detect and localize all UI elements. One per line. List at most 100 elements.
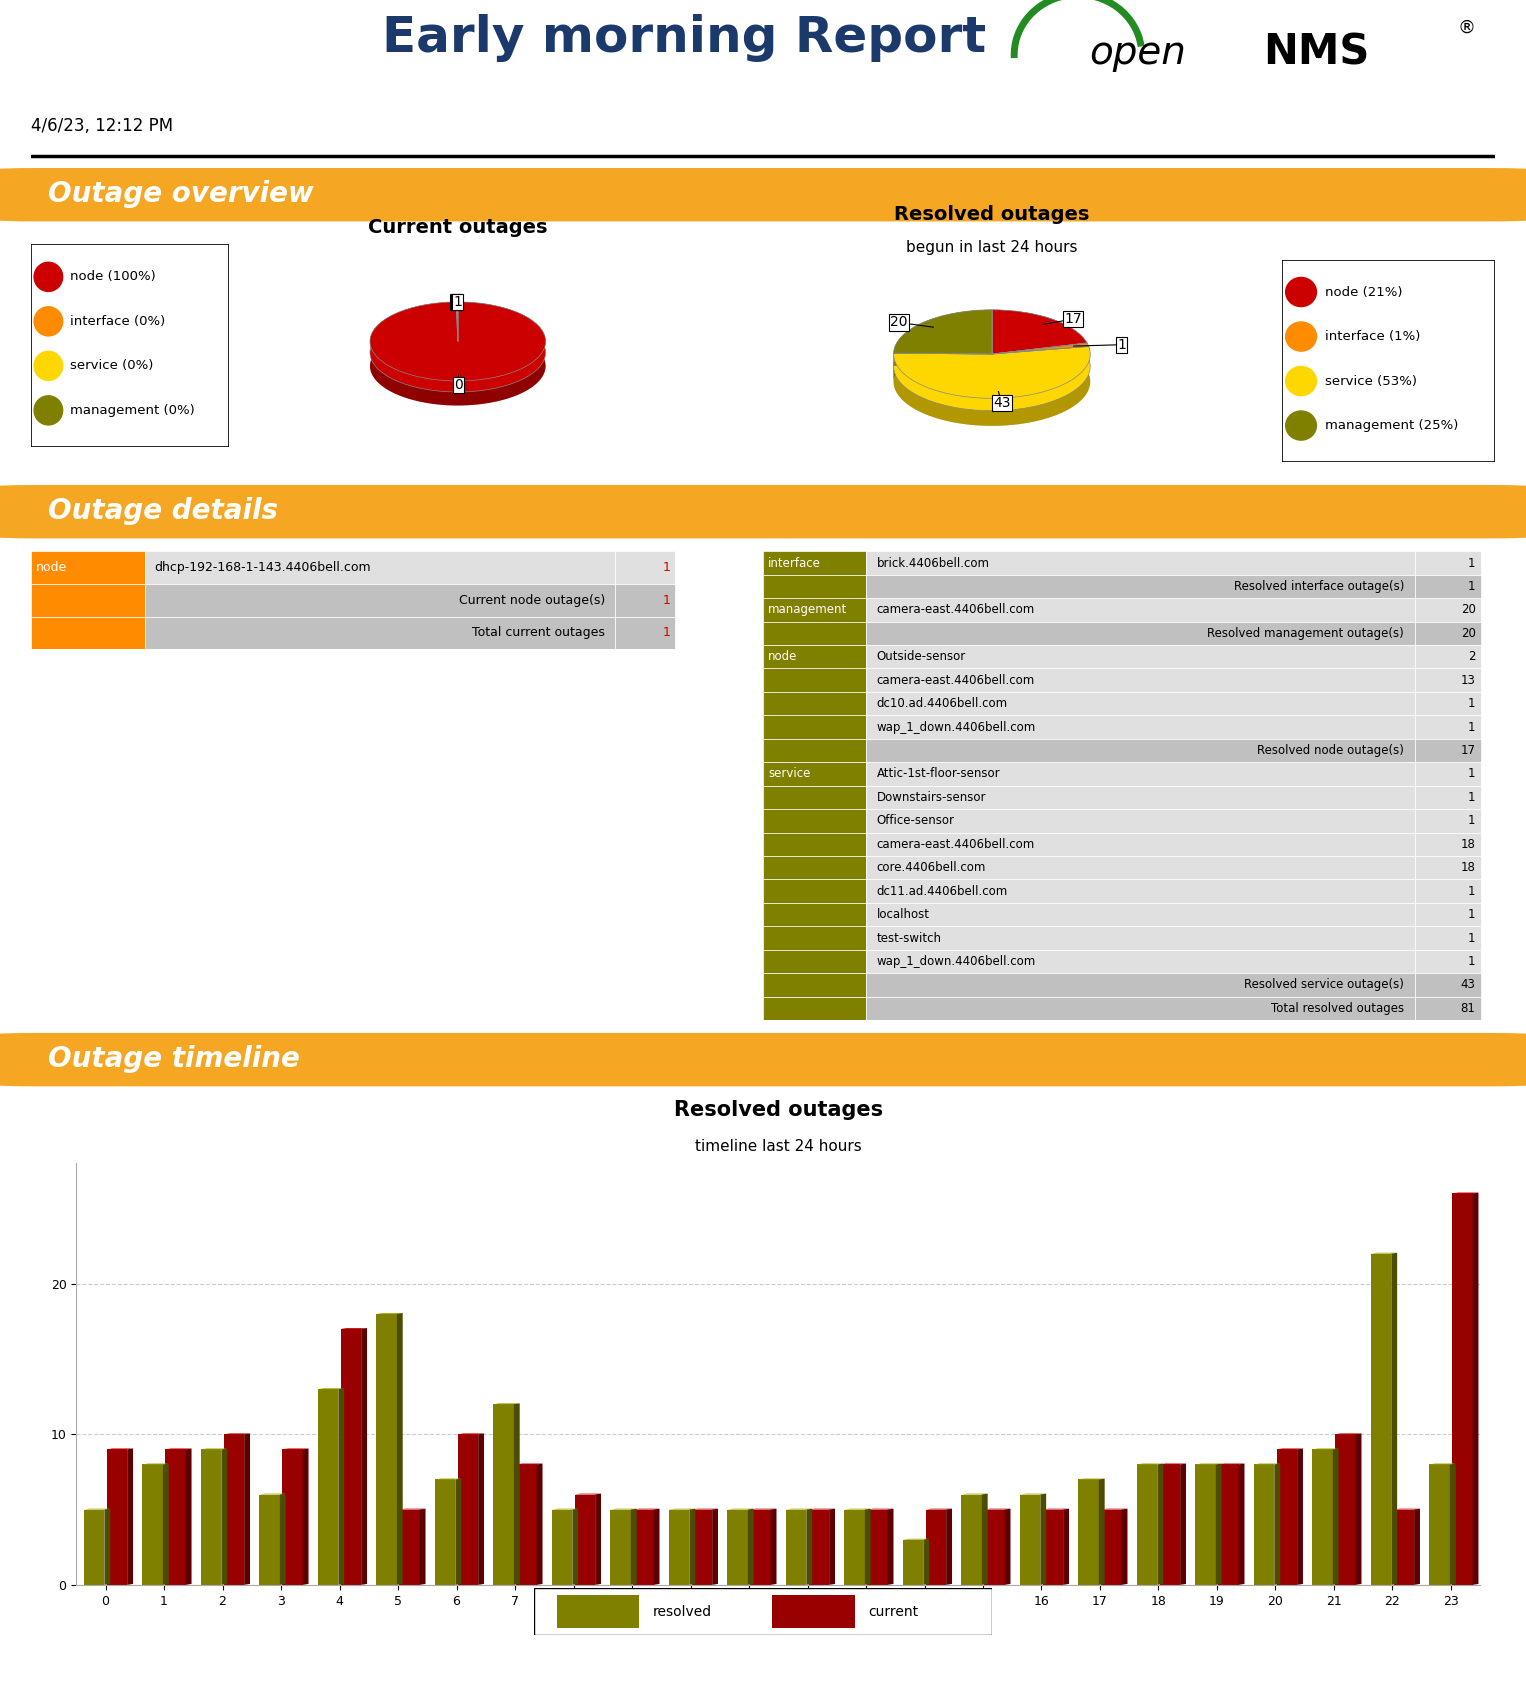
Text: Early morning Report: Early morning Report <box>382 15 986 62</box>
Bar <box>865 738 1415 762</box>
Polygon shape <box>514 1403 520 1585</box>
Polygon shape <box>1297 1448 1303 1585</box>
Bar <box>865 973 1415 996</box>
Bar <box>865 668 1415 691</box>
Text: 1: 1 <box>1117 337 1126 352</box>
Bar <box>763 973 865 996</box>
Polygon shape <box>1450 1463 1456 1585</box>
Bar <box>865 622 1415 646</box>
Text: dc10.ad.4406bell.com: dc10.ad.4406bell.com <box>876 696 1007 710</box>
Text: Resolved outages: Resolved outages <box>673 1101 884 1121</box>
Bar <box>865 833 1415 856</box>
Bar <box>763 996 865 1020</box>
Polygon shape <box>1160 1465 1180 1585</box>
Text: localhost: localhost <box>876 909 929 921</box>
Bar <box>763 809 865 833</box>
Text: 13: 13 <box>1460 674 1476 686</box>
Text: interface (0%): interface (0%) <box>70 315 165 327</box>
Text: dc11.ad.4406bell.com: dc11.ad.4406bell.com <box>876 885 1007 897</box>
Text: camera-east.4406bell.com: camera-east.4406bell.com <box>876 604 1035 617</box>
Bar <box>1415 786 1480 809</box>
Polygon shape <box>748 1509 754 1585</box>
Bar <box>865 646 1415 668</box>
Bar <box>763 856 865 880</box>
Text: 0: 0 <box>452 295 461 309</box>
Polygon shape <box>282 1450 302 1585</box>
Text: node: node <box>37 561 67 575</box>
Text: 1: 1 <box>1468 791 1476 804</box>
Polygon shape <box>224 1435 244 1585</box>
Text: Resolved management outage(s): Resolved management outage(s) <box>1207 627 1404 641</box>
Wedge shape <box>992 310 1087 354</box>
Bar <box>865 599 1415 622</box>
Text: timeline last 24 hours: timeline last 24 hours <box>694 1140 862 1153</box>
Polygon shape <box>244 1433 250 1585</box>
Polygon shape <box>478 1433 484 1585</box>
Polygon shape <box>1392 1253 1398 1585</box>
Text: management: management <box>768 604 847 617</box>
Bar <box>1415 599 1480 622</box>
Polygon shape <box>829 1509 835 1585</box>
Polygon shape <box>1064 1509 1070 1585</box>
Polygon shape <box>1453 1194 1473 1585</box>
Polygon shape <box>104 1509 110 1585</box>
Text: 0: 0 <box>455 378 464 393</box>
Text: 1: 1 <box>1468 931 1476 944</box>
Polygon shape <box>377 1313 397 1585</box>
Text: 18: 18 <box>1460 862 1476 875</box>
Text: open: open <box>1090 34 1186 71</box>
Text: service (53%): service (53%) <box>1325 374 1416 388</box>
Polygon shape <box>435 1480 455 1585</box>
Text: 1: 1 <box>1468 814 1476 828</box>
Text: 17: 17 <box>1460 744 1476 757</box>
Polygon shape <box>1216 1463 1222 1585</box>
Polygon shape <box>981 1494 987 1585</box>
Bar <box>1415 715 1480 738</box>
Bar <box>865 904 1415 926</box>
Polygon shape <box>259 1494 279 1585</box>
Bar <box>1415 762 1480 786</box>
Polygon shape <box>400 1509 420 1585</box>
Bar <box>1415 809 1480 833</box>
Text: 20: 20 <box>890 315 908 329</box>
Polygon shape <box>595 1494 601 1585</box>
Bar <box>1415 880 1480 902</box>
Polygon shape <box>903 1539 923 1585</box>
Polygon shape <box>127 1448 133 1585</box>
Circle shape <box>1286 322 1317 351</box>
Polygon shape <box>1430 1465 1450 1585</box>
Text: 1: 1 <box>453 295 462 309</box>
Polygon shape <box>865 1509 871 1585</box>
Text: interface: interface <box>768 556 821 570</box>
Polygon shape <box>888 1509 894 1585</box>
Wedge shape <box>369 302 546 381</box>
Polygon shape <box>867 1509 888 1585</box>
Bar <box>763 646 865 668</box>
Polygon shape <box>458 1435 478 1585</box>
Polygon shape <box>516 1465 537 1585</box>
Text: 1: 1 <box>662 561 670 575</box>
Text: Outage details: Outage details <box>49 497 278 524</box>
Wedge shape <box>894 322 992 366</box>
Polygon shape <box>1312 1450 1332 1585</box>
Text: management (25%): management (25%) <box>1325 420 1457 432</box>
Text: NMS: NMS <box>1264 32 1370 74</box>
Text: Resolved service outage(s): Resolved service outage(s) <box>1244 978 1404 991</box>
Bar <box>31 551 145 583</box>
Text: 1: 1 <box>1468 580 1476 593</box>
Polygon shape <box>691 1509 713 1585</box>
Bar <box>763 833 865 856</box>
Wedge shape <box>894 310 992 354</box>
Text: management (0%): management (0%) <box>70 405 195 416</box>
Bar <box>865 575 1415 599</box>
Polygon shape <box>633 1509 653 1585</box>
Polygon shape <box>1332 1448 1338 1585</box>
Polygon shape <box>163 1463 169 1585</box>
Circle shape <box>1286 411 1317 440</box>
Text: 2: 2 <box>1468 651 1476 663</box>
Wedge shape <box>992 356 1088 366</box>
Text: Outside-sensor: Outside-sensor <box>876 651 966 663</box>
FancyBboxPatch shape <box>0 1034 1526 1086</box>
Polygon shape <box>1239 1463 1245 1585</box>
Text: wap_1_down.4406bell.com: wap_1_down.4406bell.com <box>876 954 1036 968</box>
